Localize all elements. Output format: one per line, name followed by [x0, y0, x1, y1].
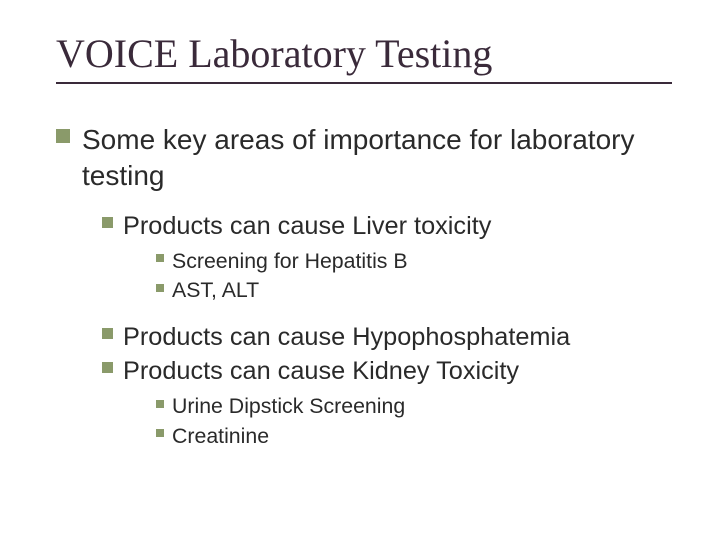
bullet-row-lvl3: AST, ALT	[156, 277, 672, 304]
square-bullet-icon	[102, 217, 113, 228]
square-bullet-icon	[156, 429, 164, 437]
square-bullet-icon	[102, 328, 113, 339]
lvl3-text: Creatinine	[172, 423, 269, 450]
lvl2-text: Products can cause Hypophosphatemia	[123, 321, 570, 353]
bullet-row-lvl3: Creatinine	[156, 423, 672, 450]
bullet-row-lvl2: Products can cause Liver toxicity	[102, 210, 672, 242]
square-bullet-icon	[102, 362, 113, 373]
lvl3-text: AST, ALT	[172, 277, 259, 304]
square-bullet-icon	[56, 129, 70, 143]
lvl3-text: Urine Dipstick Screening	[172, 393, 405, 420]
lvl2-text: Products can cause Liver toxicity	[123, 210, 491, 242]
square-bullet-icon	[156, 284, 164, 292]
square-bullet-icon	[156, 400, 164, 408]
lvl2-text: Products can cause Kidney Toxicity	[123, 355, 519, 387]
bullet-row-lvl3: Urine Dipstick Screening	[156, 393, 672, 420]
bullet-row-lvl2: Products can cause Hypophosphatemia	[102, 321, 672, 353]
slide-title: VOICE Laboratory Testing	[56, 32, 672, 84]
lvl1-text: Some key areas of importance for laborat…	[82, 122, 672, 194]
bullet-row-lvl1: Some key areas of importance for laborat…	[56, 122, 672, 194]
square-bullet-icon	[156, 254, 164, 262]
bullet-row-lvl3: Screening for Hepatitis B	[156, 248, 672, 275]
bullet-row-lvl2: Products can cause Kidney Toxicity	[102, 355, 672, 387]
lvl3-text: Screening for Hepatitis B	[172, 248, 408, 275]
